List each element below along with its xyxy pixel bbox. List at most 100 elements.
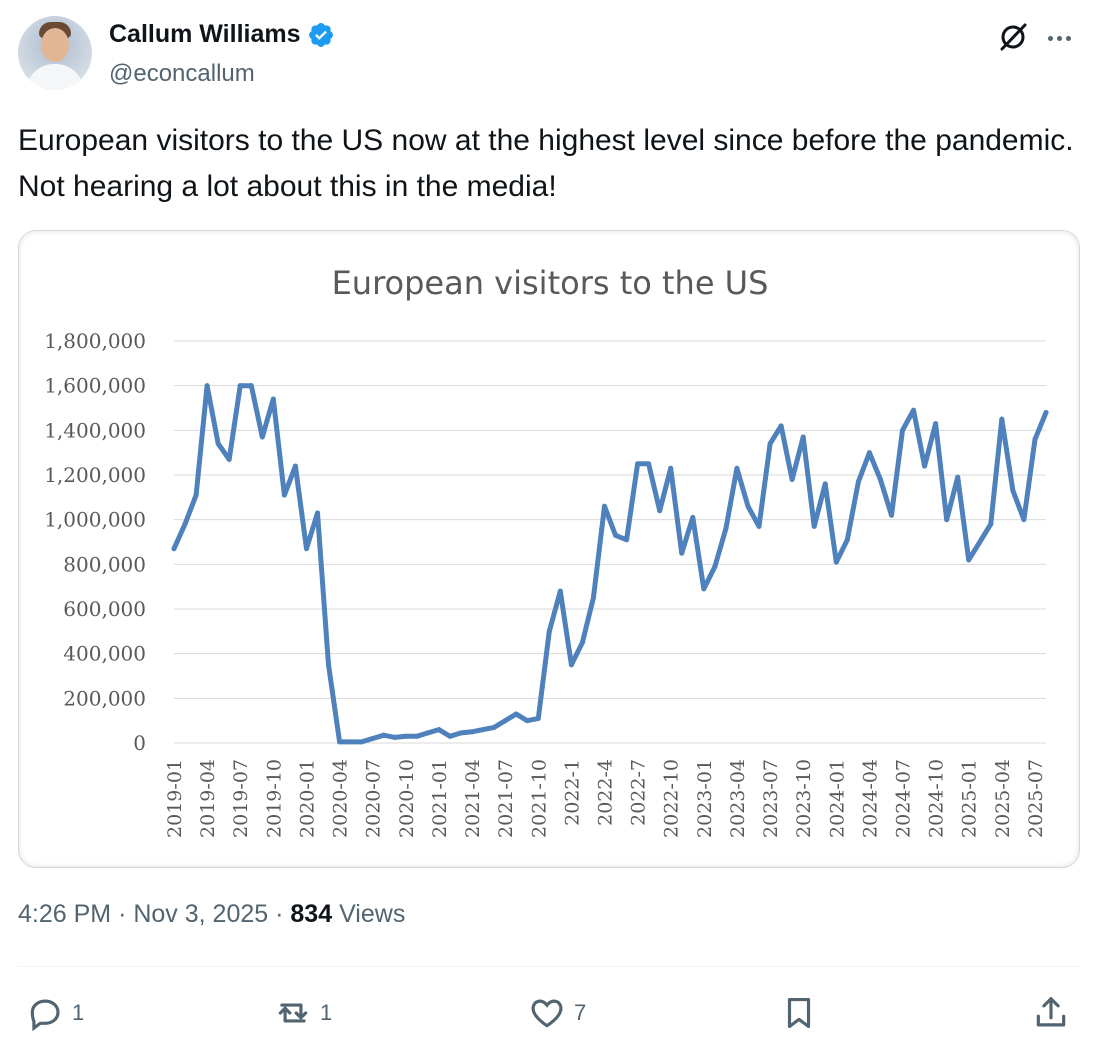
data-point — [701, 586, 707, 592]
data-point — [237, 383, 243, 389]
data-point — [977, 539, 983, 545]
data-point — [1010, 488, 1016, 494]
data-point — [403, 733, 409, 739]
data-point — [469, 729, 475, 735]
tweet-meta: 4:26 PM · Nov 3, 2025 · 834 Views — [18, 900, 405, 929]
x-tick-label: 2020-07 — [363, 759, 385, 838]
x-tick-label: 2021-01 — [429, 759, 451, 838]
series-points — [171, 383, 1049, 745]
data-point — [491, 724, 497, 730]
bookmark-button[interactable] — [780, 990, 818, 1036]
y-tick-label: 200,000 — [63, 686, 146, 710]
data-point — [911, 407, 917, 413]
y-tick-label: 800,000 — [63, 552, 146, 576]
y-tick-label: 1,200,000 — [44, 463, 146, 487]
data-point — [613, 532, 619, 538]
author-handle[interactable]: @econcallum — [109, 60, 255, 87]
repost-button[interactable]: 1 — [274, 990, 332, 1036]
chart-gridlines — [174, 340, 1046, 744]
tweet-time[interactable]: 4:26 PM — [18, 900, 112, 928]
meta-separator: · — [118, 900, 127, 928]
data-point — [988, 521, 994, 527]
data-point — [381, 732, 387, 738]
data-point — [524, 718, 530, 724]
views-label: Views — [339, 900, 406, 928]
x-tick-label: 2025-04 — [992, 759, 1014, 838]
data-point — [447, 733, 453, 739]
data-point — [877, 476, 883, 482]
data-point — [314, 510, 320, 516]
tweet-header: Callum Williams @econcallum — [18, 16, 1078, 92]
x-tick-label: 2025-07 — [1025, 759, 1047, 838]
data-point — [679, 550, 685, 556]
x-tick-label: 2024-01 — [826, 759, 848, 838]
data-point — [436, 727, 442, 733]
data-point — [601, 503, 607, 509]
y-tick-label: 0 — [133, 731, 146, 755]
y-tick-label: 1,000,000 — [44, 508, 146, 532]
data-point — [359, 739, 365, 745]
x-tick-label: 2024-07 — [893, 759, 915, 838]
x-tick-label: 2023-10 — [793, 759, 815, 838]
y-tick-label: 1,800,000 — [44, 329, 146, 353]
grok-icon[interactable] — [998, 22, 1028, 52]
avatar[interactable] — [18, 16, 92, 90]
x-tick-label: 2020-01 — [296, 759, 318, 838]
like-button[interactable]: 7 — [528, 990, 586, 1036]
x-tick-label: 2022-7 — [628, 759, 650, 826]
like-count: 7 — [574, 1000, 587, 1025]
data-point — [546, 628, 552, 634]
x-tick-label: 2021-07 — [495, 759, 517, 838]
data-point — [425, 730, 431, 736]
data-point — [767, 441, 773, 447]
data-point — [922, 463, 928, 469]
x-tick-label: 2019-07 — [230, 759, 252, 838]
tweet-text: European visitors to the US now at the h… — [18, 124, 1074, 203]
share-button[interactable] — [1032, 990, 1070, 1036]
data-point — [458, 730, 464, 736]
data-point — [723, 526, 729, 532]
x-tick-label: 2024-10 — [926, 759, 948, 838]
x-tick-label: 2022-10 — [661, 759, 683, 838]
divider — [18, 966, 1080, 967]
data-point — [248, 383, 254, 389]
author-name-row[interactable]: Callum Williams — [109, 20, 335, 49]
data-point — [392, 734, 398, 740]
data-point — [1021, 517, 1027, 523]
data-point — [745, 503, 751, 509]
data-point — [535, 715, 541, 721]
verified-badge-icon — [308, 22, 333, 47]
more-icon[interactable] — [1048, 28, 1078, 48]
line-chart: European visitors to the US 0 200,000 400,… — [44, 264, 1049, 838]
author-name[interactable]: Callum Williams — [109, 20, 301, 48]
tweet-date[interactable]: Nov 3, 2025 — [133, 900, 269, 928]
data-point — [999, 416, 1005, 422]
reply-button[interactable]: 1 — [26, 990, 84, 1036]
bookmark-icon — [787, 997, 811, 1029]
x-tick-label: 2023-07 — [760, 759, 782, 838]
data-point — [326, 662, 332, 668]
data-point — [844, 537, 850, 543]
repost-icon — [278, 1003, 308, 1023]
data-point — [204, 383, 210, 389]
data-point — [502, 718, 508, 724]
data-point — [557, 588, 563, 594]
meta-separator-2: · — [275, 900, 284, 928]
data-point — [171, 546, 177, 552]
x-tick-label: 2023-01 — [694, 759, 716, 838]
x-tick-label: 2019-01 — [164, 759, 186, 838]
data-point — [281, 492, 287, 498]
data-point — [182, 521, 188, 527]
data-point — [303, 546, 309, 552]
x-tick-label: 2023-04 — [727, 759, 749, 838]
data-point — [370, 736, 376, 742]
data-point — [800, 434, 806, 440]
data-point — [337, 739, 343, 745]
data-point — [259, 434, 265, 440]
data-point — [933, 421, 939, 427]
action-bar: 1 1 7 — [18, 990, 1080, 1036]
data-point — [833, 559, 839, 565]
data-point — [579, 640, 585, 645]
x-tick-label: 2020-04 — [330, 759, 352, 838]
tweet-media-chart[interactable]: European visitors to the US 0 200,000 400,… — [18, 230, 1080, 868]
